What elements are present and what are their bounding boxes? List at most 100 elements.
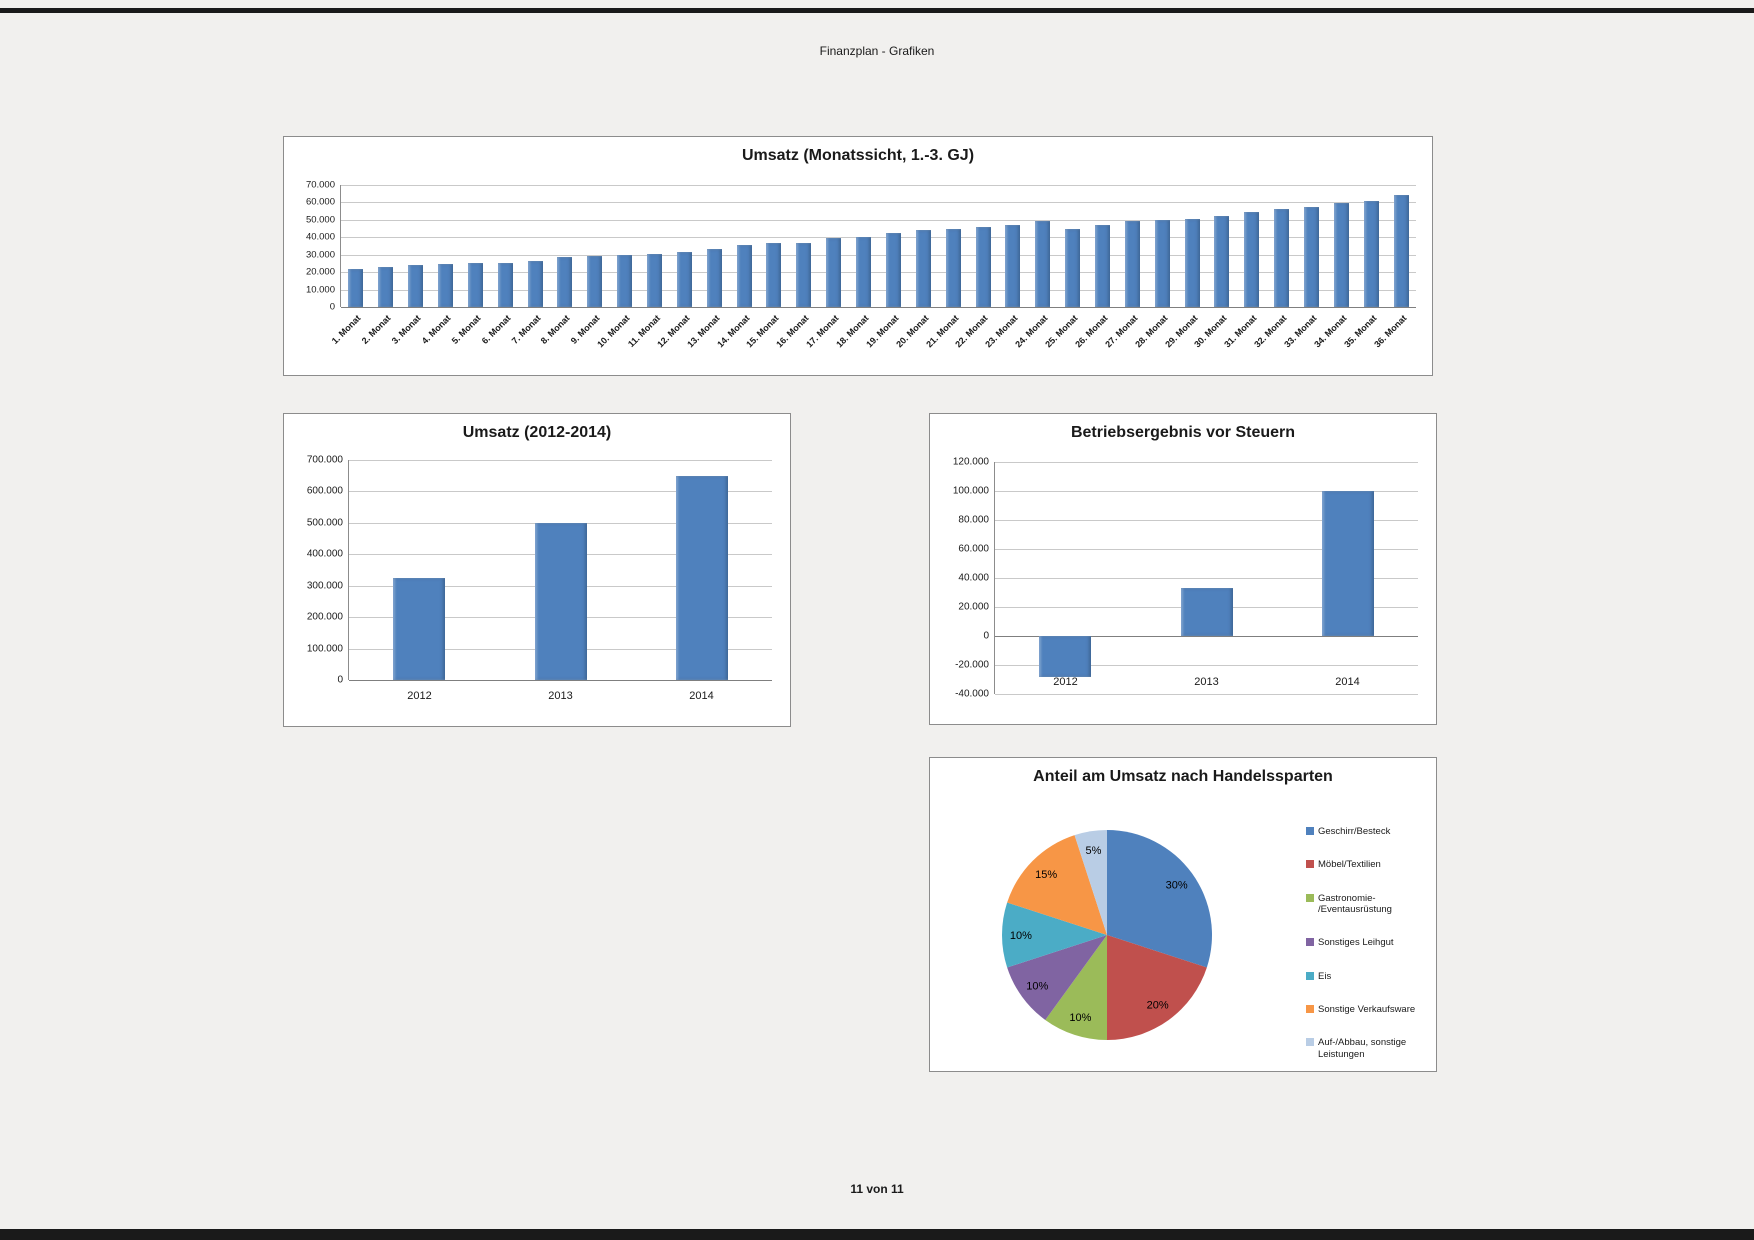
pie-slice [1001,902,1107,968]
bar [706,248,722,307]
gridline [995,694,1418,695]
bar [676,252,692,307]
legend-swatch [1306,860,1314,869]
x-axis-label: 2013 [548,690,573,702]
y-axis-tick-label: -40.000 [955,688,989,700]
y-axis-tick-label: -20.000 [955,659,989,671]
gridline [341,237,1416,239]
page-header-title: Finanzplan - Grafiken [819,44,935,58]
pie-percent-label: 10% [1026,981,1048,993]
legend-swatch [1306,971,1314,980]
bottom-rule [0,1229,1754,1240]
gridline [341,202,1416,204]
legend-swatch [1306,827,1314,835]
pie-percent-label: 20% [1147,1000,1169,1012]
legend-label: Sonstiges Leihgut [1318,937,1394,949]
pie-chart: 30% 20% 10% 10% 10% 15% 5% [1001,830,1213,1040]
y-axis-tick-label: 500.000 [306,517,343,529]
y-axis-tick-label: 10.000 [305,284,335,296]
y-axis-tick-label: 70.000 [305,179,335,191]
legend-item: Möbel/Textilien [1306,859,1426,870]
gridline [995,520,1418,521]
gridline [341,185,1416,186]
bar [1005,225,1021,307]
bar [467,263,483,307]
bar [617,254,633,307]
gridline [995,462,1418,463]
bar [975,226,991,307]
y-axis-tick-label: 20.000 [305,266,335,278]
legend-label: Auf-/Abbau, sonstige Leistungen [1318,1037,1407,1060]
gridline [341,272,1416,274]
pie-slice [1045,935,1107,1040]
top-rule [0,8,1754,13]
x-axis-label: 7. Monat [509,313,543,346]
legend-item: Auf-/Abbau, sonstige Leistungen [1306,1037,1426,1060]
legend-item: Sonstige Verkaufsware [1306,1004,1426,1015]
x-axis-label: 2012 [1053,676,1078,688]
legend-label: Geschirr/Besteck [1318,826,1391,837]
pie-percent-label: 15% [1035,869,1057,881]
plot-area: 120.000 100.000 80.000 60.000 40.000 20.000 0 -… [953,457,1418,700]
bar [826,238,842,307]
x-axis-label: 6. Monat [479,313,513,346]
y-axis-tick-label: 300.000 [306,580,343,592]
bar [915,230,931,307]
legend-label: Möbel/Textilien [1318,859,1381,871]
bar [378,266,394,307]
gridline [349,460,772,461]
bar [527,260,543,307]
chart-umsatz-yearly: Umsatz (2012-2014) 700.000 600.000 500.000… [283,413,791,727]
bar [534,522,587,680]
gridline [341,219,1416,221]
legend-item: Eis [1306,971,1426,982]
bar [766,243,782,307]
bar [408,265,424,307]
legend-item: Sonstiges Leihgut [1306,937,1426,948]
gridline [995,665,1418,666]
x-axis-label: 2014 [1335,676,1360,688]
y-axis-tick-label: 700.000 [306,454,343,466]
bar [945,229,961,307]
pie-percent-label: 30% [1166,879,1188,891]
x-axis-label: 5. Monat [449,313,483,346]
x-axis-label: 8. Monat [539,313,573,346]
bar [1393,194,1409,307]
pie-slice [1107,935,1207,1040]
pie-legend: Geschirr/Besteck Möbel/Textilien Gastronom… [1306,826,1426,1060]
chart-title: Umsatz (2012-2014) [462,424,612,441]
gridline [341,289,1416,291]
chart-title: Anteil am Umsatz nach Handelssparten [1033,768,1333,785]
bar [796,242,812,307]
gridline [341,254,1416,256]
bar [1184,218,1200,307]
y-axis-tick-label: 100.000 [952,485,989,497]
pie-percent-label: 5% [1086,845,1102,857]
pie-percent-label: 10% [1010,930,1032,942]
legend-item: Gastronomie-/Eventausrüstung [1306,893,1426,916]
bar [1333,203,1349,307]
y-axis-tick-label: 200.000 [306,611,343,623]
y-axis-tick-label: 30.000 [305,249,335,261]
bar [1321,491,1374,636]
gridline [349,680,772,681]
bar [497,262,513,307]
gridline [995,578,1418,579]
bar [393,577,446,680]
legend-item: Geschirr/Besteck [1306,826,1426,837]
x-axis-label: 2012 [407,690,432,702]
bar [438,264,453,307]
bar [1124,220,1140,307]
gridline [995,549,1418,550]
bar [1214,215,1230,307]
pie-slice [1007,935,1107,1020]
x-axis-label: 2. Monat [359,313,393,346]
x-axis-label: 2014 [689,690,714,702]
pie-slice [1074,830,1107,935]
bar [1274,209,1290,307]
chart-betriebsergebnis: Betriebsergebnis vor Steuern 120.000 100.… [929,413,1437,725]
y-axis-tick-label: 0 [983,630,989,642]
y-axis-tick-label: 400.000 [306,548,343,560]
bar [1154,219,1170,307]
chart-title: Umsatz (Monatssicht, 1.-3. GJ) [741,147,975,164]
